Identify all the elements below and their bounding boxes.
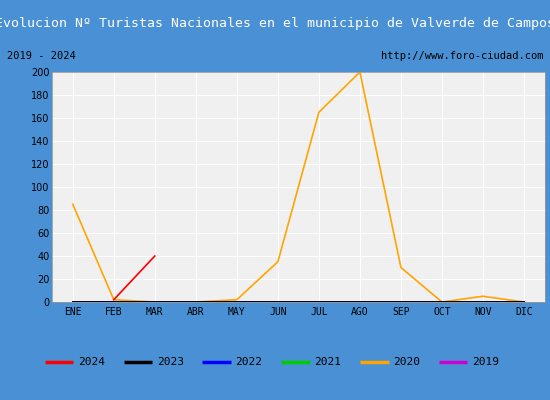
Text: 2021: 2021 <box>315 357 342 367</box>
Text: 2022: 2022 <box>235 357 262 367</box>
Text: 2020: 2020 <box>393 357 420 367</box>
Text: 2019: 2019 <box>472 357 499 367</box>
Text: http://www.foro-ciudad.com: http://www.foro-ciudad.com <box>381 51 543 61</box>
Text: Evolucion Nº Turistas Nacionales en el municipio de Valverde de Campos: Evolucion Nº Turistas Nacionales en el m… <box>0 16 550 30</box>
Text: 2024: 2024 <box>78 357 105 367</box>
Text: 2023: 2023 <box>157 357 184 367</box>
Text: 2019 - 2024: 2019 - 2024 <box>7 51 75 61</box>
